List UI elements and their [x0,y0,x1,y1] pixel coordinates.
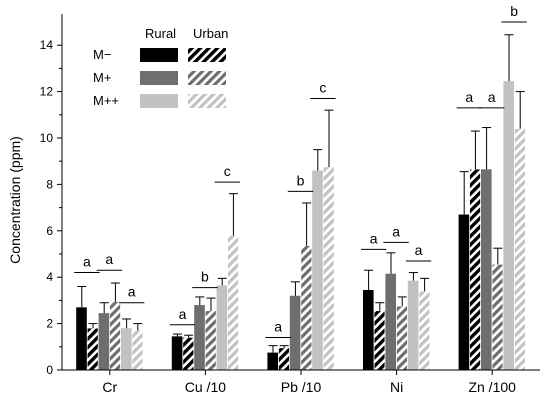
legend-swatch-rural [140,48,178,62]
y-tick-label: 14 [40,38,54,52]
y-axis-title: Concentration (ppm) [7,136,23,264]
significance-letter: a [370,230,378,246]
bar [300,245,312,371]
legend-row-label: M+ [93,70,111,85]
y-tick-label: 4 [46,270,53,284]
y-tick-label: 12 [40,85,54,99]
legend-swatch-urban [188,94,226,108]
bar [194,305,205,370]
bar [267,352,278,370]
legend-column-header: Urban [193,26,228,41]
bar [171,336,183,370]
bar [182,337,194,371]
x-tick-label: Pb /10 [281,379,322,395]
bar [312,170,323,370]
bar [87,328,99,371]
significance-letter: a [415,242,423,258]
bar [323,166,335,371]
significance-letter: b [297,172,305,188]
significance-letter: a [128,284,136,300]
y-tick-label: 2 [46,317,53,331]
significance-letter: b [201,269,209,285]
bar [492,264,504,371]
bar [407,280,419,370]
x-tick-label: Cr [102,379,117,395]
bar [396,306,408,371]
bar [109,301,121,371]
significance-letter: a [392,223,400,239]
significance-letter: c [224,163,231,179]
significance-letter: a [105,251,113,267]
bar [503,81,514,370]
x-tick-label: Ni [390,379,403,395]
significance-letter: b [510,3,518,19]
significance-letter: a [274,319,282,335]
bar [76,307,87,370]
y-axis: 0 2 4 6 8 10 12 14 [40,14,63,377]
x-axis: Cr Cu /10 Pb /10 Ni Zn /100 [62,369,540,395]
y-tick-label: 6 [46,224,53,238]
significance-letter: a [465,89,473,105]
significance-letter: c [319,80,326,96]
legend-row-label: M− [93,47,111,62]
y-tick-label: 0 [46,363,53,377]
x-tick-label: Zn /100 [468,379,516,395]
significance-letter: a [488,89,496,105]
bar [514,128,526,371]
bar [458,214,470,370]
x-tick-label: Cu /10 [185,379,226,395]
bar [374,310,386,371]
significance-letter: a [179,306,187,322]
legend-row-label: M++ [93,93,119,108]
bar [98,313,110,370]
bar [469,169,481,371]
bar [289,295,301,370]
legend-swatch-rural [140,94,178,108]
bar [216,285,228,370]
bar [363,289,374,370]
bar [278,347,290,371]
legend-column-header: Rural [145,26,176,41]
bar [205,310,217,371]
bar [227,235,239,371]
legend: Rural Urban M− M+ M++ [93,26,228,108]
legend-swatch-urban [188,71,226,85]
legend-swatch-urban [188,48,226,62]
significance-letter: a [83,254,91,270]
y-tick-label: 10 [40,131,54,145]
bar [131,330,143,371]
bar [481,169,492,370]
bar [385,273,396,370]
legend-swatch-rural [140,71,178,85]
bar [121,328,132,370]
y-tick-label: 8 [46,177,53,191]
bar [418,290,430,371]
